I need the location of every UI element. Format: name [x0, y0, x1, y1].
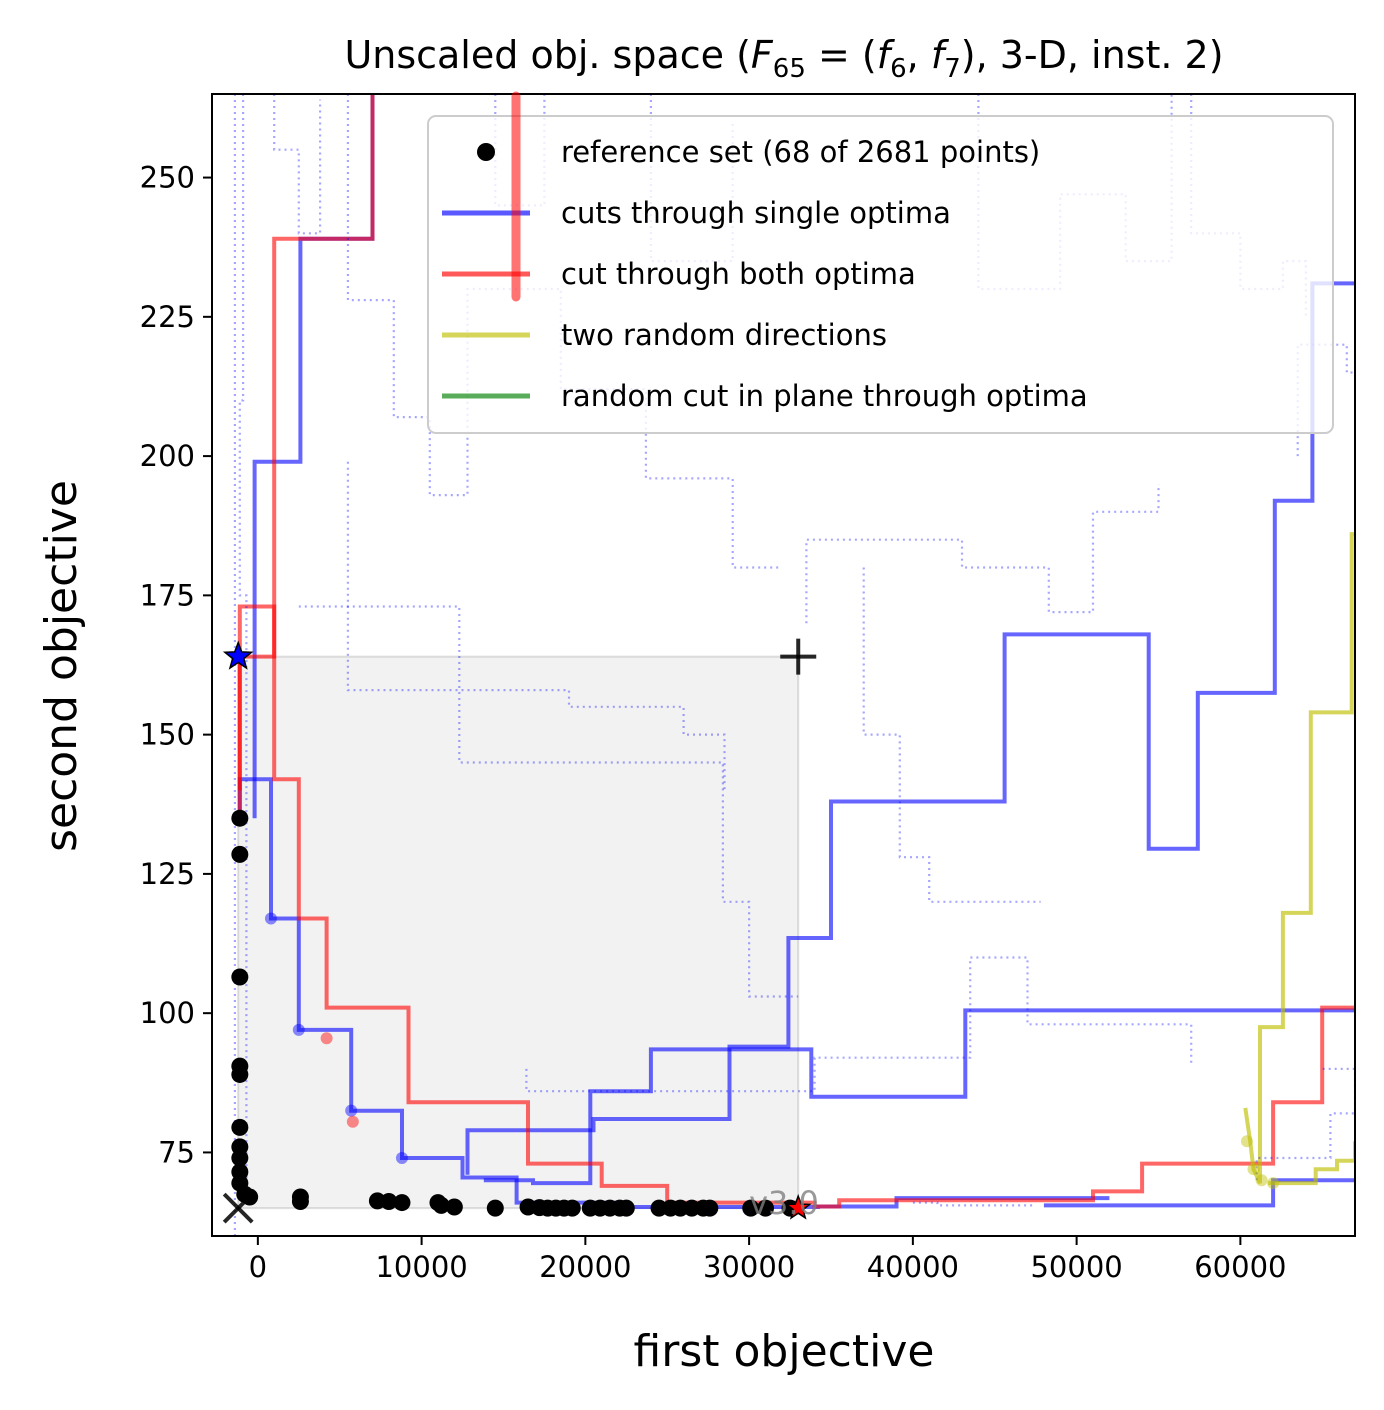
series-line-2: [465, 281, 1355, 1175]
reference-point-7: [231, 1149, 249, 1167]
reference-point-1: [231, 845, 249, 863]
title-F-sub: 65: [773, 54, 806, 84]
dotted-cut-line-20: [862, 567, 1041, 903]
legend-label: two random directions: [561, 318, 887, 352]
reference-point-5: [231, 1118, 249, 1136]
legend-entry-0: reference set (68 of 2681 points): [477, 135, 1040, 169]
y-tick-label-0: 75: [158, 1135, 195, 1169]
legend-entry-4: random cut in plane through optima: [442, 379, 1088, 413]
reference-point-16: [393, 1194, 411, 1212]
legend-label: reference set (68 of 2681 points): [561, 135, 1040, 169]
legend-label: cut through both optima: [561, 257, 916, 291]
reference-point-15: [380, 1192, 398, 1210]
chart-title: Unscaled obj. space (F65 = (f6, f7), 3-D…: [344, 33, 1223, 84]
series-line-6: [237, 94, 375, 791]
reference-point-31: [617, 1199, 635, 1217]
reference-point-4: [231, 1065, 249, 1083]
x-tick-label-5: 50000: [1030, 1250, 1122, 1284]
nadir-plus-marker: [780, 638, 817, 675]
optimum-2-star: [784, 1193, 812, 1220]
cut-marker-dot-7: [1247, 1163, 1260, 1176]
title-f1-sub: 6: [890, 54, 907, 84]
version-watermark: v3.0: [749, 1184, 819, 1222]
y-tick-label-1: 100: [140, 996, 195, 1030]
legend-entry-3: two random directions: [442, 318, 887, 352]
legend-label: random cut in plane through optima: [561, 379, 1088, 413]
cut-marker-dot-4: [320, 1032, 333, 1045]
title-eq: = (: [806, 33, 877, 77]
x-tick-label-3: 30000: [703, 1250, 795, 1284]
cut-marker-dot-1: [292, 1023, 305, 1036]
reference-point-20: [486, 1199, 504, 1217]
y-tick-label-3: 150: [140, 718, 195, 752]
y-tick-label-7: 250: [140, 161, 195, 195]
reference-point-39: [756, 1199, 774, 1217]
x-axis-label: first objective: [634, 1326, 935, 1377]
y-tick-label-4: 175: [140, 578, 195, 612]
cut-marker-dot-9: [1267, 1177, 1280, 1190]
special-markers: [222, 638, 817, 1224]
y-axis-label: second objective: [36, 480, 87, 852]
legend-entry-1: cuts through single optima: [442, 196, 951, 230]
cut-marker-dot-3: [395, 1152, 408, 1165]
cut-marker-dot-5: [346, 1115, 359, 1128]
title-comma: ,: [907, 33, 931, 77]
cut-marker-dot-8: [1255, 1174, 1268, 1187]
legend-entry-2: cut through both optima: [442, 257, 916, 291]
y-tick-label-6: 225: [140, 300, 195, 334]
dotted-cut-line-11: [273, 94, 322, 235]
legend-box: [427, 115, 1334, 434]
x-tick-label-4: 40000: [867, 1250, 959, 1284]
reference-point-26: [563, 1199, 581, 1217]
ideal-x-marker: [222, 1192, 254, 1224]
dotted-cut-line-22: [912, 1201, 1036, 1207]
title-prefix: Unscaled obj. space (: [344, 33, 750, 77]
axis-ticks: 0 10000 20000 30000 40000 50000 60000 75 100 125 1…: [140, 161, 1287, 1284]
series-line-3: [483, 1008, 1355, 1186]
reference-point-19: [445, 1198, 463, 1216]
dotted-cut-line-13: [298, 605, 799, 998]
optimum-1-star: [222, 640, 254, 670]
x-tick-label-0: 0: [249, 1250, 267, 1284]
cut-marker-dot-6: [1240, 1135, 1253, 1148]
series-line-7: [1243, 532, 1355, 1184]
series-line-5: [237, 604, 1355, 1209]
reference-point-37: [701, 1199, 719, 1217]
y-tick-label-2: 125: [140, 857, 195, 891]
reference-point-2: [231, 968, 249, 986]
title-f2-sub: 7: [944, 54, 961, 84]
cut-marker-dot-2: [345, 1104, 358, 1117]
legend: reference set (68 of 2681 points) cuts th…: [427, 91, 1334, 434]
reference-point-38: [742, 1199, 760, 1217]
title-suffix: ), 3-D, inst. 2): [961, 33, 1224, 77]
dotted-cut-line-14: [346, 461, 726, 791]
plot-area: [231, 94, 1355, 1236]
reference-point-0: [231, 809, 249, 827]
dotted-cut-line-21: [525, 956, 1193, 1093]
ideal-x-b: [222, 1192, 254, 1224]
plot-frame: [211, 93, 1356, 1237]
legend-dot-marker: [477, 143, 495, 161]
reference-point-13: [291, 1192, 309, 1210]
x-tick-label-2: 20000: [539, 1250, 631, 1284]
y-tick-label-5: 200: [140, 439, 195, 473]
title-F: F: [751, 33, 774, 77]
reference-region: [237, 655, 800, 1210]
legend-label: cuts through single optima: [561, 196, 951, 230]
reference-point-18: [432, 1196, 450, 1214]
dotted-cut-line-17: [805, 484, 1160, 624]
x-tick-label-1: 10000: [375, 1250, 467, 1284]
x-tick-label-6: 60000: [1194, 1250, 1286, 1284]
series-line-8: [1268, 1141, 1355, 1186]
cut-marker-dot-0: [264, 912, 277, 925]
